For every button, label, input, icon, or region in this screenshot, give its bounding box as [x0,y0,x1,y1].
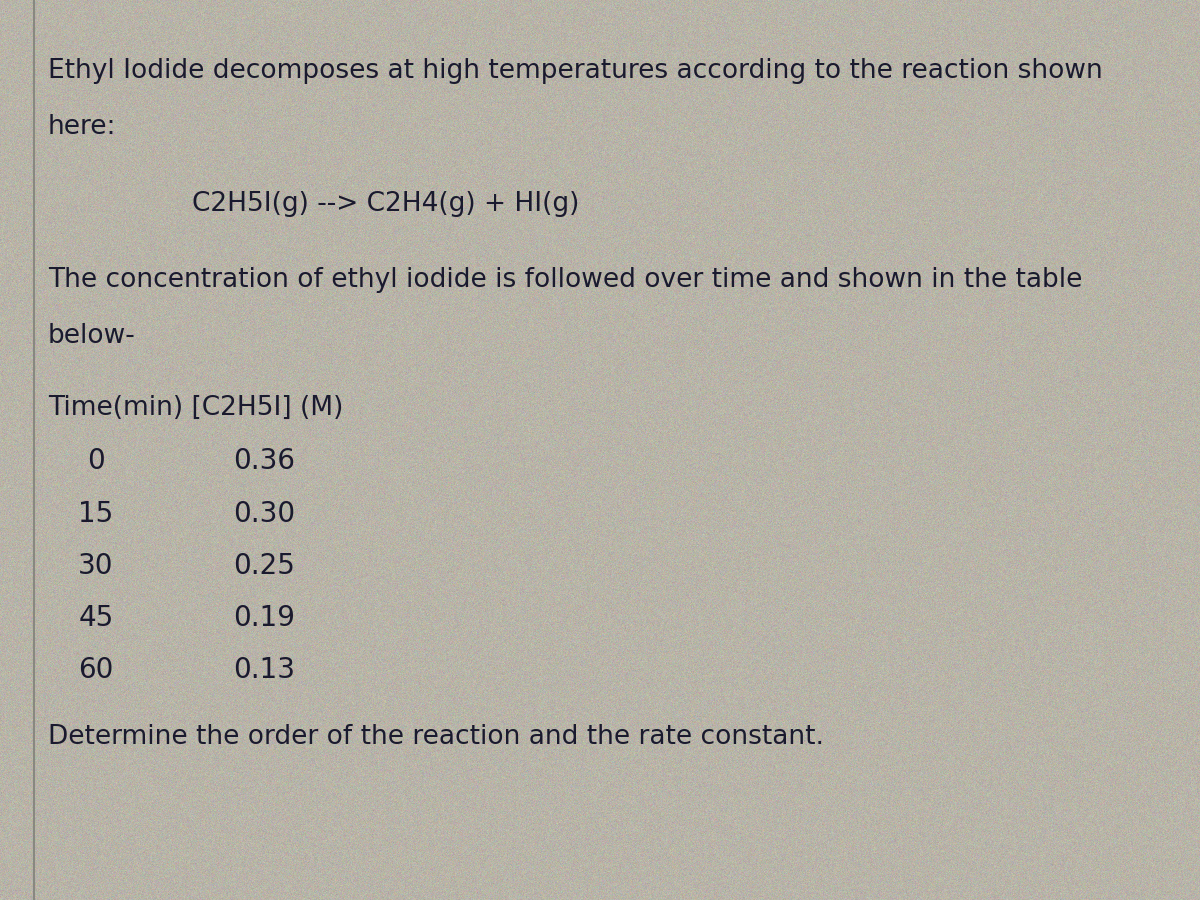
Text: 0: 0 [88,447,104,475]
Text: C2H5I(g) --> C2H4(g) + HI(g): C2H5I(g) --> C2H4(g) + HI(g) [192,191,580,217]
Text: here:: here: [48,114,116,140]
Text: The concentration of ethyl iodide is followed over time and shown in the table: The concentration of ethyl iodide is fol… [48,267,1082,293]
Text: Ethyl Iodide decomposes at high temperatures according to the reaction shown: Ethyl Iodide decomposes at high temperat… [48,58,1103,85]
Text: 45: 45 [78,604,114,632]
Text: 0.36: 0.36 [233,447,295,475]
Text: 15: 15 [78,500,114,527]
Text: 0.19: 0.19 [233,604,295,632]
Text: Time(min) [C2H5I] (M): Time(min) [C2H5I] (M) [48,395,343,421]
Text: 0.13: 0.13 [233,656,295,684]
Text: 0.25: 0.25 [233,552,295,580]
Text: below-: below- [48,323,136,349]
Text: 30: 30 [78,552,114,580]
Text: Determine the order of the reaction and the rate constant.: Determine the order of the reaction and … [48,724,824,750]
Text: 60: 60 [78,656,114,684]
Text: 0.30: 0.30 [233,500,295,527]
